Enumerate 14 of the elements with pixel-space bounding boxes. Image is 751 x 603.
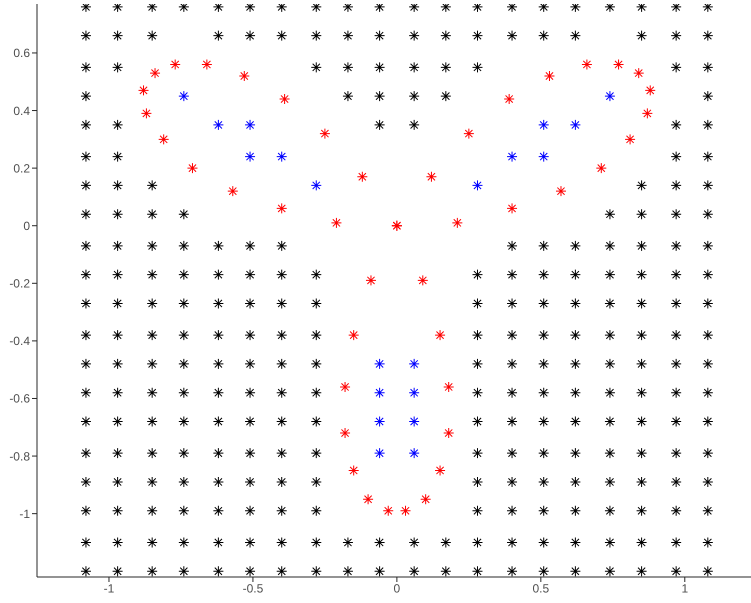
x-tick-label: 0 [394, 582, 401, 596]
x-tick-label: 0.5 [532, 582, 550, 596]
y-tick-label: 0.6 [13, 46, 30, 60]
x-tick-label: 1 [681, 582, 688, 596]
x-tick-label: -0.5 [242, 582, 264, 596]
y-tick-label: -1 [19, 506, 30, 521]
y-tick-label: -0.4 [9, 334, 30, 348]
y-tick-label: -0.2 [9, 276, 30, 291]
y-tick-label: 0.4 [13, 104, 30, 118]
y-tick-label: -0.6 [9, 392, 30, 406]
y-tick-label: 0.2 [13, 161, 30, 176]
y-tick-label: -0.8 [9, 449, 30, 464]
x-tick-label: -1 [104, 582, 115, 596]
y-tick-label: 0 [23, 218, 30, 233]
